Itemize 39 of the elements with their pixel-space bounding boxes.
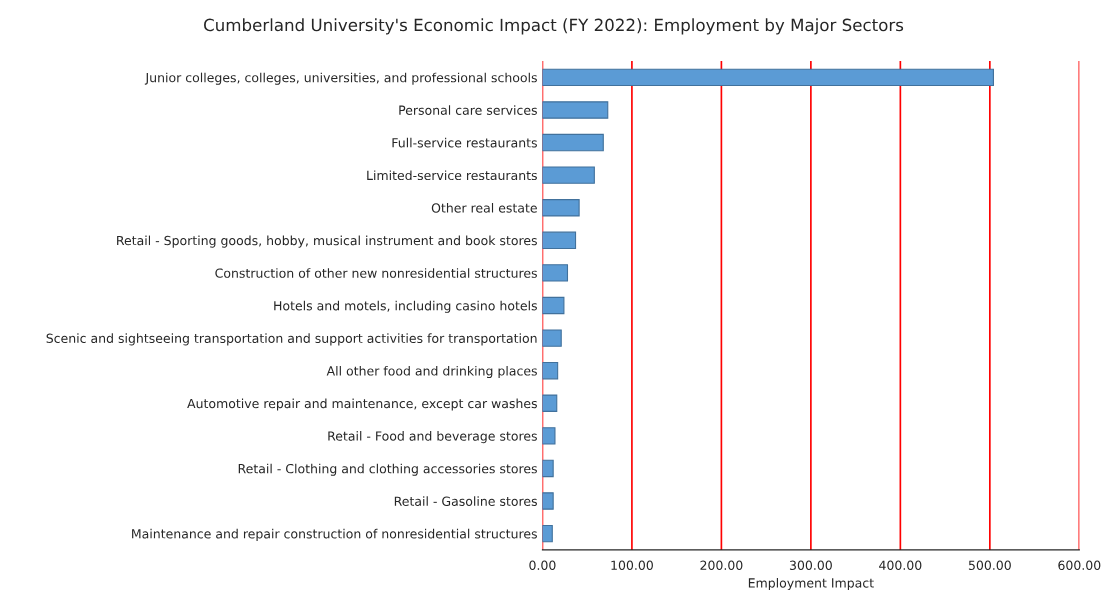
bar bbox=[542, 524, 553, 543]
bar bbox=[542, 329, 562, 347]
y-tick-label: Personal care services bbox=[399, 105, 537, 115]
bar bbox=[542, 427, 556, 445]
bar bbox=[542, 133, 604, 152]
bar bbox=[542, 199, 580, 217]
x-tick-label: 600.00 bbox=[1058, 560, 1101, 570]
chart-title: Cumberland University's Economic Impact (FY 2022): Employment by Major Sectors bbox=[204, 18, 904, 35]
x-tick-label: 400.00 bbox=[879, 560, 922, 570]
x-tick-label: 200.00 bbox=[700, 560, 743, 570]
bar bbox=[542, 394, 558, 412]
y-tick-label: Hotels and motels, including casino hotels bbox=[274, 300, 537, 313]
bar bbox=[542, 68, 994, 87]
y-tick-label: Junior colleges, colleges, universities, and professional schools bbox=[144, 72, 537, 85]
bar bbox=[542, 166, 595, 184]
bar bbox=[542, 101, 609, 119]
bar bbox=[542, 492, 554, 510]
y-tick-label: Retail - Clothing and clothing accessories stores bbox=[238, 463, 537, 476]
y-tick-label: Maintenance and repair construction of nonresidential structures bbox=[132, 528, 537, 541]
y-tick-label: Scenic and sightseeing transportation and support activities for transportation bbox=[46, 333, 537, 346]
bar bbox=[542, 361, 559, 380]
x-tick-label: 500.00 bbox=[968, 560, 1011, 570]
bar bbox=[542, 296, 565, 315]
y-tick-label: Full-service restaurants bbox=[392, 137, 537, 148]
y-tick-label: Construction of other new nonresidential structures bbox=[215, 268, 537, 278]
y-tick-label: Limited-service restaurants bbox=[367, 170, 537, 181]
y-tick-label: Retail - Food and beverage stores bbox=[328, 431, 537, 444]
x-tick-label: 0.00 bbox=[529, 560, 556, 570]
y-tick-label: All other food and drinking places bbox=[326, 365, 537, 379]
y-tick-label: Retail - Sporting goods, hobby, musical instrument and book stores bbox=[117, 235, 537, 248]
y-tick-label: Automotive repair and maintenance, except car washes bbox=[187, 398, 537, 411]
y-tick-label: Retail - Gasoline stores bbox=[394, 496, 537, 506]
y-tick-label: Other real estate bbox=[431, 202, 537, 213]
x-axis-title: Employment Impact bbox=[748, 577, 874, 591]
x-tick-label: 100.00 bbox=[611, 560, 653, 570]
bar bbox=[542, 231, 577, 250]
bar bbox=[542, 264, 569, 282]
bar bbox=[542, 459, 554, 478]
x-tick-label: 300.00 bbox=[789, 560, 832, 570]
